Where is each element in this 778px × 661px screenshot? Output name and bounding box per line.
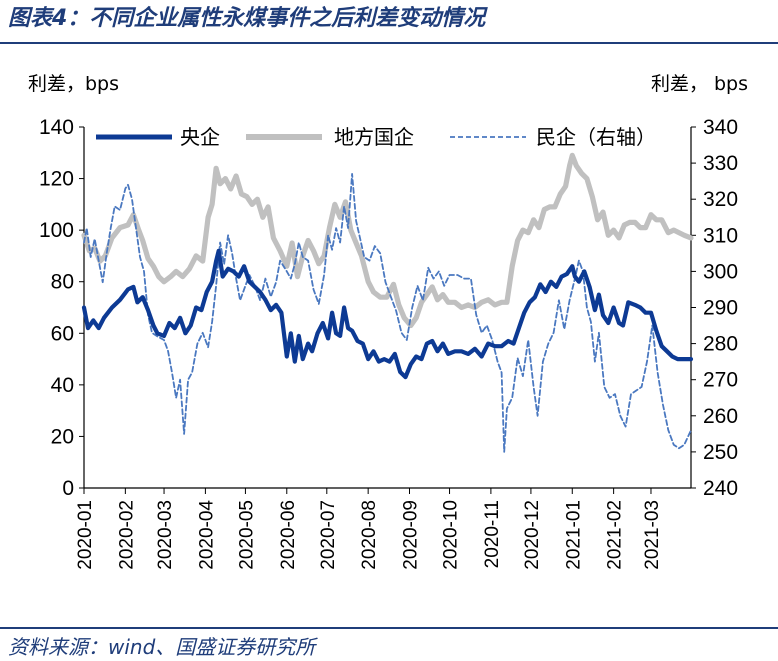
x-tick-label: 2021-01 xyxy=(563,500,584,570)
y-right-tick-label: 310 xyxy=(703,224,738,247)
y-right-tick-label: 270 xyxy=(703,369,738,392)
y-right-tick-label: 280 xyxy=(703,333,738,356)
y-right-tick-label: 250 xyxy=(703,441,738,464)
x-tick-label: 2020-11 xyxy=(482,500,503,568)
y-right-tick-label: 240 xyxy=(703,477,738,500)
legend-item-private-label: 民企（右轴） xyxy=(536,125,656,149)
x-tick-label: 2021-02 xyxy=(605,500,626,570)
y-left-tick-label: 60 xyxy=(51,322,74,345)
x-tick-label: 2020-06 xyxy=(278,500,299,570)
x-tick-label: 2020-02 xyxy=(116,500,137,570)
title-rule xyxy=(0,42,778,44)
y-right-tick-label: 290 xyxy=(703,297,738,320)
y-left-tick-label: 0 xyxy=(62,477,74,500)
y-right-tick-label: 300 xyxy=(703,260,738,283)
y-axis-left-label: 利差，bps xyxy=(28,73,120,95)
legend-item-local-soe-label: 地方国企 xyxy=(334,125,414,149)
plot-lines xyxy=(81,152,694,453)
x-tick-label: 2020-03 xyxy=(155,500,176,570)
y-left-tick-label: 80 xyxy=(51,271,74,294)
y-axis-right-label: 利差， bps xyxy=(650,73,748,95)
y-right-tick-label: 320 xyxy=(703,188,738,211)
x-tick-label: 2020-09 xyxy=(401,500,422,570)
x-tick-label: 2020-07 xyxy=(318,500,339,570)
series-line-soe xyxy=(81,248,694,380)
x-tick-label: 2020-12 xyxy=(522,500,543,570)
y-right-tick-label: 330 xyxy=(703,152,738,175)
y-left-tick-label: 100 xyxy=(39,219,74,242)
y-left-tick-label: 20 xyxy=(51,425,74,448)
axes: 0 20 40 60 80 100 120 140 240 250 260 270 280 290 300 3… xyxy=(39,116,738,570)
y-left-tick-label: 40 xyxy=(51,374,74,397)
legend-item-soe-label: 央企 xyxy=(180,125,220,149)
y-right-tick-label: 260 xyxy=(703,405,738,428)
x-tick-label: 2021-03 xyxy=(642,500,663,570)
y-left-tick-label: 140 xyxy=(39,116,74,139)
series-line-local-soe xyxy=(81,152,694,329)
x-tick-label: 2020-08 xyxy=(359,500,380,570)
y-left-tick-label: 120 xyxy=(39,168,74,191)
x-tick-label: 2020-05 xyxy=(236,500,257,570)
figure-title: 图表4：不同企业属性永煤事件之后利差变动情况 xyxy=(8,6,486,31)
spread-line-chart: 0 20 40 60 80 100 120 140 240 250 260 270 280 290 300 3… xyxy=(39,116,738,570)
source-rule xyxy=(0,627,778,629)
legend: 央企 地方国企 民企（右轴） xyxy=(96,125,656,149)
x-tick-label: 2020-10 xyxy=(441,500,462,570)
series-line-private xyxy=(83,173,692,453)
x-tick-label: 2020-01 xyxy=(75,500,96,570)
source-note: 资料来源：wind、国盛证券研究所 xyxy=(8,635,316,659)
y-right-tick-label: 340 xyxy=(703,116,738,139)
x-tick-label: 2020-04 xyxy=(196,500,217,570)
